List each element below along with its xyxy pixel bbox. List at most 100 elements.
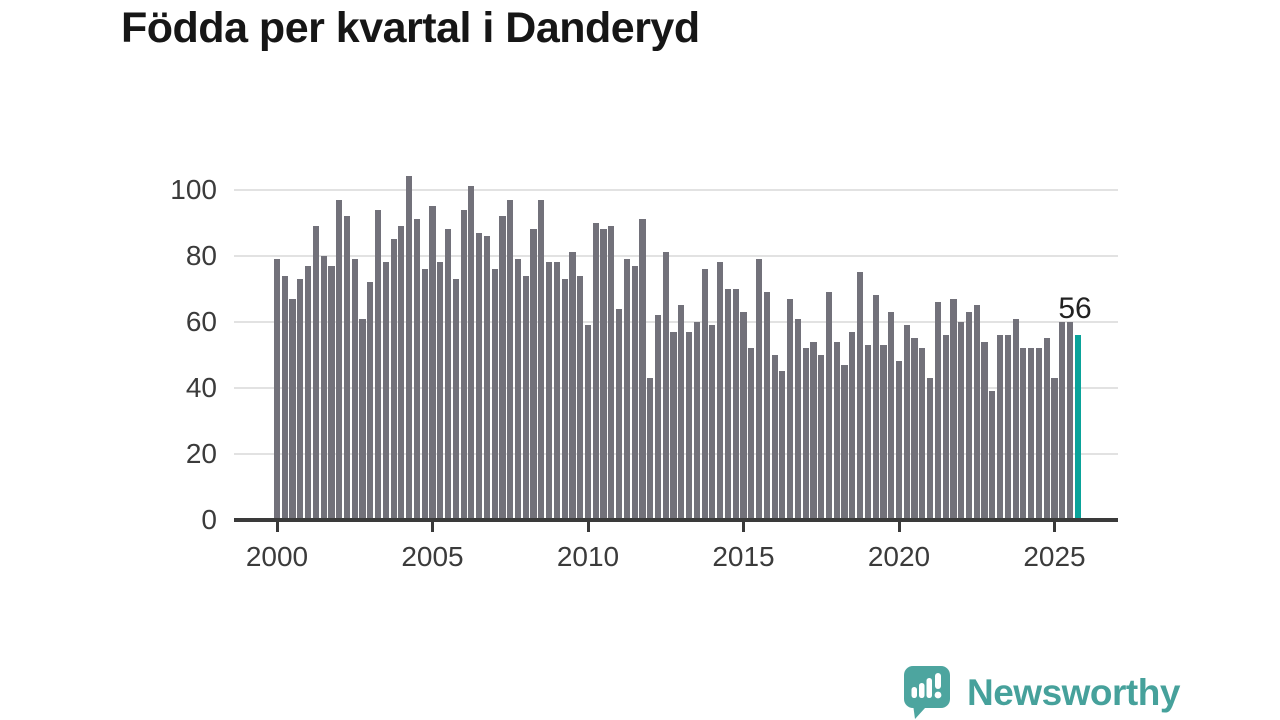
bar (507, 199, 514, 520)
bar (398, 226, 405, 520)
y-axis-tick-label: 0 (201, 504, 217, 535)
bar (755, 259, 763, 520)
bar (530, 229, 537, 520)
x-axis-tick-label: 2015 (712, 541, 775, 572)
bar (577, 275, 584, 520)
bar (1051, 377, 1058, 520)
bar (763, 292, 770, 520)
bar (841, 364, 848, 520)
bar (880, 344, 887, 520)
x-axis-tick-label: 2020 (867, 541, 931, 572)
chart-title: Födda per kvartal i Danderyd (121, 4, 700, 52)
bar (390, 239, 397, 520)
bar (1035, 348, 1043, 520)
bar (662, 252, 669, 520)
bar (460, 209, 467, 520)
bar (483, 235, 490, 520)
bar (320, 255, 327, 520)
bar (343, 216, 351, 520)
bar (623, 259, 630, 520)
bar (857, 272, 864, 520)
bar (297, 278, 304, 520)
bar (787, 298, 794, 520)
bar (1004, 335, 1011, 520)
bar (1043, 338, 1050, 520)
bar (553, 262, 560, 520)
x-axis-tick-label: 2005 (401, 541, 464, 572)
bar (584, 325, 592, 520)
bar (382, 262, 389, 520)
bar (701, 268, 708, 520)
bar (794, 318, 801, 520)
bar (522, 275, 529, 520)
bar (849, 331, 856, 520)
bar (569, 252, 576, 520)
bar (919, 348, 926, 520)
bar (476, 232, 483, 520)
bar (616, 308, 623, 520)
bar (942, 335, 949, 520)
y-axis-tick-label: 100 (170, 173, 217, 205)
bar (693, 321, 700, 520)
bar (546, 262, 553, 520)
bar (1012, 318, 1019, 520)
newsworthy-chart-bubble-icon (904, 666, 950, 719)
bar (771, 354, 778, 520)
bar (864, 344, 871, 520)
x-axis-tick (1053, 521, 1056, 532)
bar (965, 311, 973, 520)
bar (670, 331, 677, 520)
bar (631, 265, 638, 520)
bar (452, 278, 459, 520)
bar (802, 348, 809, 520)
bar (724, 288, 732, 520)
bar (328, 265, 335, 520)
bar (367, 282, 374, 520)
bar (1059, 321, 1066, 520)
bar (709, 325, 716, 520)
bar (312, 226, 319, 520)
bar (1028, 348, 1035, 520)
gridline (234, 254, 1118, 257)
bar (1020, 348, 1027, 520)
bar (872, 295, 879, 520)
newsworthy-logo: Newsworthy (903, 665, 1180, 720)
bar (608, 226, 615, 520)
bar (359, 318, 366, 520)
bar (421, 268, 428, 520)
x-axis-tick (431, 521, 434, 532)
y-axis-tick-label: 20 (185, 437, 217, 469)
bar (514, 259, 522, 520)
bar (600, 229, 607, 520)
bar (996, 335, 1004, 520)
bar (717, 262, 724, 520)
bar (647, 377, 654, 520)
bar (305, 265, 312, 520)
bar (429, 206, 436, 520)
bar (281, 275, 288, 520)
bar (818, 354, 825, 520)
bar (491, 268, 498, 520)
bar (592, 222, 599, 520)
bar (895, 361, 903, 520)
y-axis-tick-label: 60 (185, 305, 217, 337)
bar (825, 292, 833, 520)
bar (973, 305, 980, 520)
bar (911, 338, 918, 520)
bar (468, 186, 475, 520)
last-value-label: 56 (1058, 292, 1092, 325)
x-axis-tick (742, 521, 745, 532)
x-axis-tick-label: 2010 (556, 541, 620, 572)
bar (444, 229, 452, 520)
gridline (234, 188, 1118, 191)
bar (732, 288, 739, 520)
bar (654, 315, 662, 520)
bar (678, 305, 685, 520)
x-axis-tick (897, 521, 901, 532)
bar (351, 259, 358, 520)
bar (336, 199, 343, 520)
bar (561, 278, 568, 520)
x-axis-line (234, 518, 1118, 522)
x-axis-tick-label: 2000 (245, 541, 309, 572)
